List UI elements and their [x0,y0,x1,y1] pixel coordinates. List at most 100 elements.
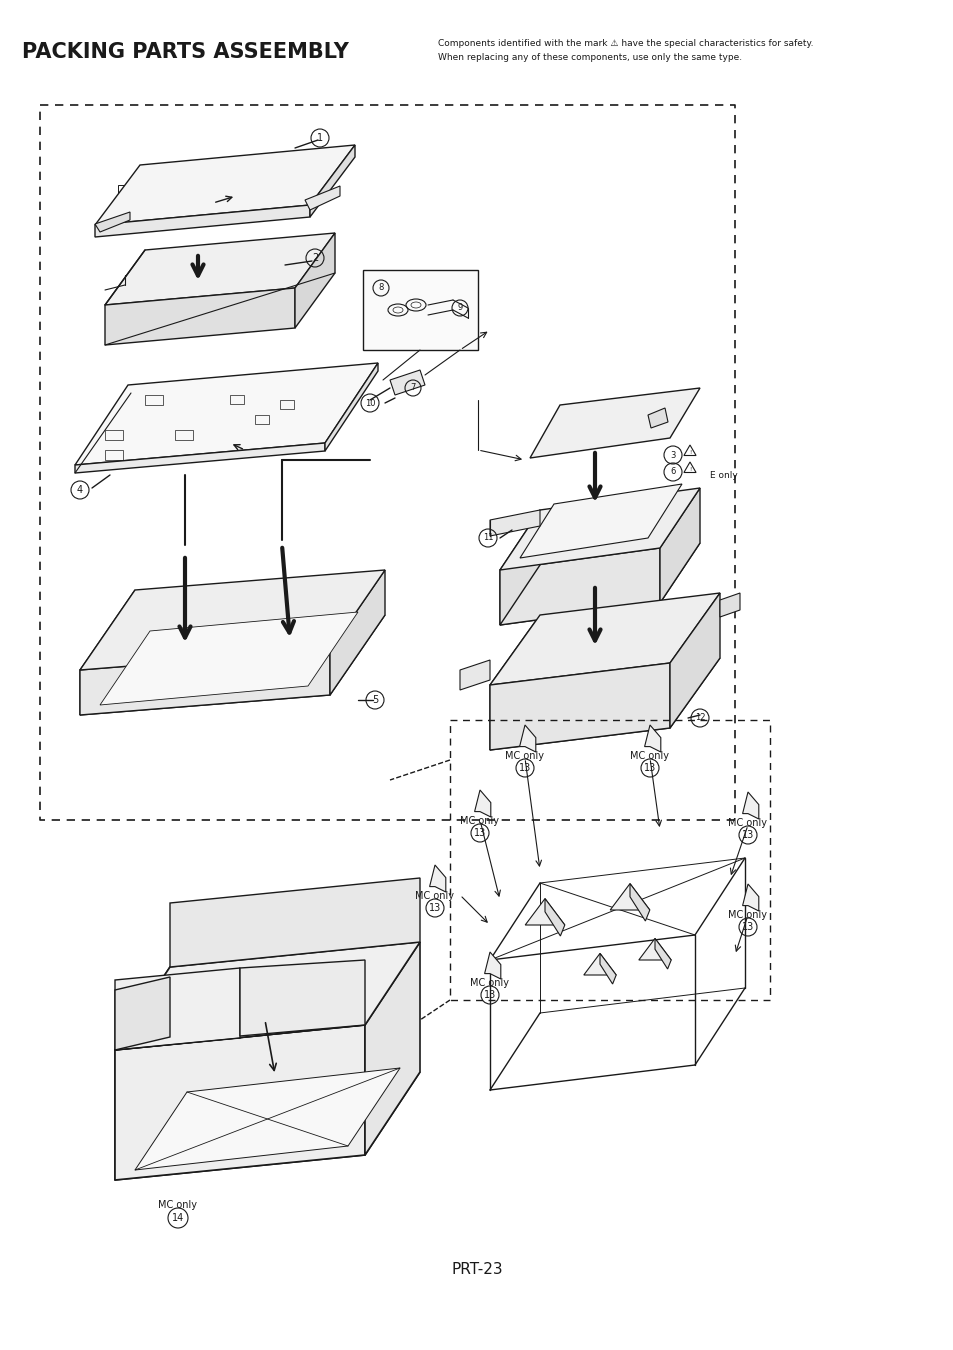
Text: 2: 2 [312,252,317,263]
Polygon shape [95,212,130,232]
Polygon shape [115,977,170,1050]
Text: 3: 3 [670,451,675,459]
Polygon shape [115,968,240,1050]
Text: MC only: MC only [470,977,509,988]
Polygon shape [530,387,700,458]
Polygon shape [490,593,720,684]
Polygon shape [310,144,355,217]
Polygon shape [519,725,536,752]
Polygon shape [639,938,671,960]
Text: 14: 14 [172,1214,184,1223]
Text: 13: 13 [518,763,531,774]
Polygon shape [115,967,170,1180]
Polygon shape [80,590,135,716]
Text: 5: 5 [372,695,377,705]
Text: MC only: MC only [158,1200,197,1210]
Polygon shape [490,510,539,536]
Polygon shape [80,649,330,716]
Polygon shape [459,660,490,690]
Polygon shape [105,234,335,305]
Bar [254,414,269,424]
Text: 4: 4 [77,485,83,495]
Polygon shape [135,1068,399,1170]
Polygon shape [95,144,355,225]
Polygon shape [80,570,385,670]
Bar [105,450,123,460]
Text: PRT-23: PRT-23 [451,1262,502,1277]
Polygon shape [305,186,339,211]
Polygon shape [100,612,357,705]
Polygon shape [429,865,445,892]
Bar [105,431,123,440]
Polygon shape [741,792,758,819]
Polygon shape [499,548,659,625]
Text: MC only: MC only [728,910,767,919]
Polygon shape [519,485,681,558]
Text: PACKING PARTS ASSEEMBLY: PACKING PARTS ASSEEMBLY [22,42,349,62]
Polygon shape [490,616,539,751]
Text: When replacing any of these components, use only the same type.: When replacing any of these components, … [437,53,741,62]
Polygon shape [105,288,294,346]
Polygon shape [599,953,616,984]
Text: E only: E only [709,471,737,479]
Text: 13: 13 [474,828,486,838]
Polygon shape [80,616,385,716]
Polygon shape [115,942,419,1050]
Polygon shape [629,884,649,921]
Polygon shape [499,487,700,570]
Text: MC only: MC only [505,751,544,761]
Polygon shape [544,899,564,936]
Polygon shape [490,663,669,751]
Bar [174,431,193,440]
Polygon shape [610,884,649,910]
Polygon shape [115,1072,419,1180]
Text: MC only: MC only [728,818,767,828]
Text: 8: 8 [378,284,383,293]
Polygon shape [115,1025,365,1180]
Text: MC only: MC only [630,751,669,761]
Bar [230,396,244,404]
Polygon shape [583,953,616,975]
Text: 13: 13 [429,903,440,913]
Text: 13: 13 [643,763,656,774]
Polygon shape [499,510,539,625]
Polygon shape [325,363,377,451]
Polygon shape [474,790,490,817]
Text: 12: 12 [694,714,704,722]
Polygon shape [499,543,700,625]
Polygon shape [484,952,500,979]
Text: !: ! [688,467,690,472]
Polygon shape [720,593,740,617]
Text: MC only: MC only [416,891,454,900]
Text: 13: 13 [741,922,753,931]
Text: 1: 1 [316,134,323,143]
Polygon shape [170,878,419,967]
Text: Components identified with the mark ⚠ have the special characteristics for safet: Components identified with the mark ⚠ ha… [437,39,813,49]
Polygon shape [75,443,325,472]
Text: 13: 13 [483,990,496,1000]
Text: 9: 9 [456,304,462,312]
Bar [363,270,477,350]
Text: 13: 13 [741,830,753,840]
Polygon shape [240,960,365,1035]
Polygon shape [659,487,700,603]
Polygon shape [741,884,758,911]
Polygon shape [330,570,385,695]
Text: 7: 7 [410,383,416,393]
Bar [280,400,294,409]
Polygon shape [75,363,377,464]
Polygon shape [294,234,335,328]
Text: MC only: MC only [460,815,499,826]
Polygon shape [390,370,424,396]
Polygon shape [647,408,667,428]
Text: !: ! [688,450,690,455]
Polygon shape [669,593,720,728]
Text: 6: 6 [670,467,675,477]
Polygon shape [365,942,419,1156]
Polygon shape [525,899,564,925]
Text: 11: 11 [482,533,493,543]
Text: 10: 10 [364,398,375,408]
Polygon shape [644,725,660,752]
Polygon shape [95,205,310,238]
Polygon shape [655,938,671,969]
